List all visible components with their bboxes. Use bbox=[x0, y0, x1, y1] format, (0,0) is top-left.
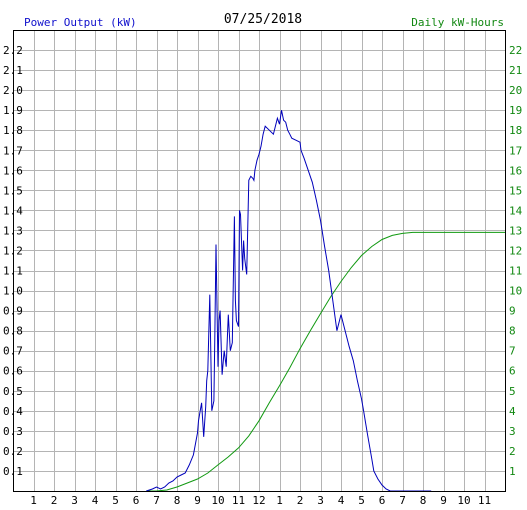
y-left-tick-label: 0.3 bbox=[3, 425, 23, 438]
y-left-tick-label: 2.0 bbox=[3, 84, 23, 97]
y-right-tick-label: 17 bbox=[509, 144, 522, 157]
y-left-tick-label: 0.9 bbox=[3, 305, 23, 318]
y-right-tick-label: 13 bbox=[509, 224, 522, 237]
x-tick-label: 6 bbox=[379, 494, 386, 507]
x-tick-label: 9 bbox=[440, 494, 447, 507]
y-right-tick-label: 18 bbox=[509, 124, 522, 137]
y-right-tick-label: 4 bbox=[509, 405, 516, 418]
y-right-tick-label: 21 bbox=[509, 64, 522, 77]
x-tick-label: 4 bbox=[92, 494, 99, 507]
y-left-tick-label: 0.2 bbox=[3, 445, 23, 458]
plot-frame bbox=[13, 30, 506, 492]
y-right-tick-label: 22 bbox=[509, 44, 522, 57]
x-tick-label: 10 bbox=[211, 494, 224, 507]
x-tick-label: 7 bbox=[399, 494, 406, 507]
chart-title-date: 07/25/2018 bbox=[224, 12, 302, 27]
y-left-tick-label: 1.8 bbox=[3, 124, 23, 137]
y-left-tick-label: 0.6 bbox=[3, 365, 23, 378]
y-right-tick-label: 1 bbox=[509, 465, 516, 478]
x-tick-label: 8 bbox=[420, 494, 427, 507]
y-left-tick-label: 0.1 bbox=[3, 465, 23, 478]
x-tick-label: 3 bbox=[71, 494, 78, 507]
y-left-tick-label: 1.0 bbox=[3, 285, 23, 298]
y-left-tick-label: 1.9 bbox=[3, 104, 23, 117]
y-right-tick-label: 16 bbox=[509, 164, 522, 177]
x-tick-label: 10 bbox=[457, 494, 470, 507]
y-left-tick-label: 1.3 bbox=[3, 224, 23, 237]
y-right-tick-label: 5 bbox=[509, 385, 516, 398]
y-right-tick-label: 10 bbox=[509, 285, 522, 298]
y-left-tick-label: 1.2 bbox=[3, 244, 23, 257]
x-tick-label: 2 bbox=[297, 494, 304, 507]
x-tick-label: 12 bbox=[252, 494, 265, 507]
y-left-tick-label: 0.7 bbox=[3, 345, 23, 358]
x-tick-label: 5 bbox=[112, 494, 119, 507]
y-right-tick-label: 20 bbox=[509, 84, 522, 97]
x-tick-label: 8 bbox=[174, 494, 181, 507]
x-tick-label: 1 bbox=[276, 494, 283, 507]
x-tick-label: 4 bbox=[338, 494, 345, 507]
left-axis-ticks: 0.10.20.30.40.50.60.70.80.91.01.11.21.31… bbox=[3, 44, 23, 478]
grid bbox=[13, 30, 505, 491]
y-left-tick-label: 0.5 bbox=[3, 385, 23, 398]
x-axis-ticks: 1 2 3 4 5 6 7 8 9 10 11 12 1 2 3 4 5 6 7 8 9 10 11 bbox=[30, 494, 491, 507]
y-left-tick-label: 2.2 bbox=[3, 44, 23, 57]
y-right-tick-label: 14 bbox=[509, 204, 523, 217]
x-tick-label: 9 bbox=[194, 494, 201, 507]
left-axis-title: Power Output (kW) bbox=[24, 16, 137, 29]
x-tick-label: 7 bbox=[153, 494, 160, 507]
y-left-tick-label: 1.7 bbox=[3, 144, 23, 157]
y-right-tick-label: 9 bbox=[509, 305, 516, 318]
y-right-tick-label: 2 bbox=[509, 445, 516, 458]
y-right-tick-label: 8 bbox=[509, 325, 516, 338]
y-right-tick-label: 19 bbox=[509, 104, 522, 117]
y-left-tick-label: 1.1 bbox=[3, 265, 23, 278]
y-left-tick-label: 2.1 bbox=[3, 64, 23, 77]
y-left-tick-label: 0.8 bbox=[3, 325, 23, 338]
x-tick-label: 1 bbox=[30, 494, 37, 507]
y-right-tick-label: 7 bbox=[509, 345, 516, 358]
series-line-power-output bbox=[146, 110, 432, 492]
y-right-tick-label: 3 bbox=[509, 425, 516, 438]
y-right-tick-label: 11 bbox=[509, 265, 522, 278]
y-right-tick-label: 6 bbox=[509, 365, 516, 378]
x-tick-label: 3 bbox=[317, 494, 324, 507]
right-axis-title: Daily kW-Hours bbox=[411, 16, 504, 29]
y-left-tick-label: 1.6 bbox=[3, 164, 23, 177]
y-right-tick-label: 15 bbox=[509, 184, 522, 197]
x-tick-label: 2 bbox=[51, 494, 58, 507]
series-line-daily-kwh bbox=[146, 231, 505, 492]
y-right-tick-label: 12 bbox=[509, 244, 522, 257]
y-left-tick-label: 1.5 bbox=[3, 184, 23, 197]
x-tick-label: 6 bbox=[133, 494, 140, 507]
x-tick-label: 11 bbox=[478, 494, 491, 507]
x-tick-label: 5 bbox=[358, 494, 365, 507]
x-tick-label: 11 bbox=[232, 494, 245, 507]
